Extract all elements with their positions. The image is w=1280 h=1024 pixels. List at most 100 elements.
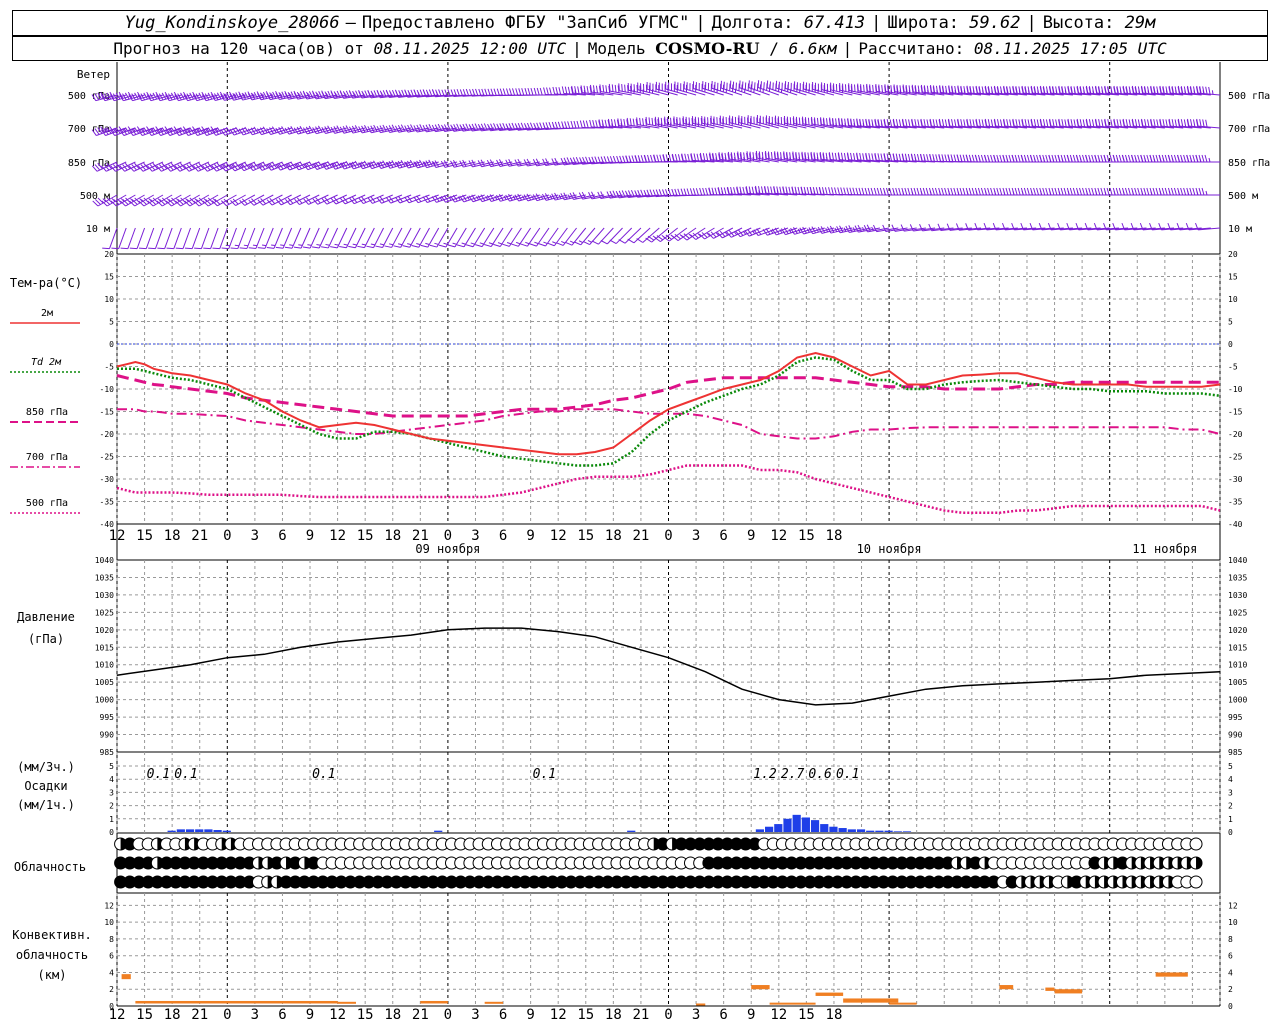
wind-barb-feather: [1042, 86, 1046, 94]
wind-barb-feather: [606, 156, 611, 164]
wind-barb-shaft: [775, 122, 798, 129]
wind-barb-feather: [272, 91, 277, 99]
wind-barb-half-feather: [834, 227, 838, 232]
wind-barb-feather: [627, 238, 635, 244]
wind-barb-feather: [637, 155, 641, 163]
wind-barb-feather: [737, 229, 744, 236]
wind-barb-feather: [386, 90, 390, 98]
wind-barb-feather: [867, 187, 871, 196]
wind-barb-feather: [1023, 154, 1027, 163]
wind-barb-shaft: [179, 161, 200, 172]
wind-barb: [673, 116, 697, 129]
wind-barb-feather: [419, 89, 424, 97]
wind-barb-feather: [1186, 187, 1190, 196]
wind-barb-feather: [230, 247, 238, 250]
wind-barb-shaft: [472, 227, 486, 247]
wind-barb-feather: [668, 154, 672, 162]
wind-barb-shaft: [693, 88, 715, 96]
wind-barb-shaft: [173, 227, 182, 249]
wind-barb-feather: [1030, 85, 1034, 94]
wind-barb-half-feather: [334, 243, 339, 246]
wind-barb-feather: [229, 93, 234, 101]
wind-barb-feather: [440, 195, 446, 203]
wind-barb-shaft: [563, 93, 586, 96]
wind-barb-feather: [189, 197, 196, 204]
wind-barb-feather: [1085, 187, 1089, 196]
wind-barb-shaft: [573, 194, 596, 200]
wind-barb-shaft: [527, 227, 541, 247]
wind-barb-feather: [404, 125, 409, 133]
wind-barb: [429, 227, 449, 248]
wind-barb-feather: [694, 118, 696, 127]
x-tick-label: 21: [632, 1007, 649, 1023]
wind-barb-feather: [483, 123, 488, 131]
wind-barb-feather: [618, 190, 623, 198]
wind-barb-half-feather: [295, 163, 299, 168]
wind-barb-feather: [1073, 86, 1076, 94]
wind-barb-feather: [589, 119, 592, 128]
wind-barb-half-feather: [187, 127, 191, 132]
wind-barb-half-feather: [407, 243, 412, 246]
wind-barb-feather: [330, 246, 338, 249]
wind-barb-feather: [450, 160, 455, 168]
wind-barb: [128, 161, 154, 172]
wind-barb: [646, 82, 669, 96]
wind-barb-shaft: [821, 124, 844, 129]
temp-y-tick: -40: [100, 520, 115, 529]
wind-barb-feather: [388, 161, 394, 168]
wind-barb-feather: [928, 187, 932, 196]
wind-barb-feather: [1018, 86, 1021, 94]
wind-barb-feather: [755, 185, 758, 194]
wind-barb-shaft: [207, 161, 228, 172]
wind-barb-shaft: [1087, 125, 1110, 129]
precip-bar: [434, 830, 443, 832]
wind-barb-feather: [146, 91, 151, 99]
wind-barb-half-feather: [178, 127, 182, 132]
wind-barb-feather: [902, 118, 905, 127]
wind-barb-shaft: [315, 94, 338, 100]
wind-barb-feather: [109, 94, 115, 101]
wind-barb-feather: [645, 237, 652, 243]
wind-barb-feather: [572, 192, 577, 200]
wind-barb-feather: [1167, 222, 1171, 231]
wind-barb-feather: [735, 230, 741, 238]
wind-barb-feather: [1088, 187, 1092, 196]
wind-barb-feather: [677, 154, 681, 162]
pressure-y-tick: 1020: [95, 626, 114, 635]
wind-barb-feather: [259, 163, 266, 170]
provider-label: Предоставлено ФГБУ "ЗапСиб УГМС": [361, 13, 690, 33]
wind-barb-feather: [517, 122, 522, 131]
wind-barb-feather: [533, 122, 537, 131]
wind-barb-feather: [974, 187, 978, 196]
wind-barb-feather: [225, 127, 231, 134]
wind-barb-feather: [816, 152, 819, 160]
wind-barb-feather: [871, 119, 874, 127]
wind-barb: [248, 194, 274, 206]
wind-barb-feather: [591, 156, 595, 164]
wind-barb-shaft: [336, 227, 348, 249]
wind-barb-feather: [489, 159, 495, 167]
wind-barb-shaft: [940, 227, 963, 232]
wind-barb-feather: [143, 92, 148, 100]
wind-barb-half-feather: [1208, 157, 1211, 163]
wind-barb-feather: [296, 197, 303, 204]
wind-barb-feather: [617, 118, 620, 126]
wind-barb-feather: [182, 126, 188, 133]
wind-barb-feather: [275, 127, 281, 135]
wind-barb: [608, 83, 632, 96]
wind-barb-feather: [954, 119, 957, 127]
wind-barb-shaft: [1133, 92, 1156, 96]
wind-barb-feather: [797, 186, 801, 195]
wind-barb-feather: [996, 119, 1000, 127]
wind-barb-feather: [1049, 85, 1052, 94]
wind-barb: [137, 161, 164, 172]
wind-barb-feather: [164, 91, 170, 99]
conv-cloud-bar: [889, 1002, 917, 1005]
wind-barb: [110, 161, 136, 172]
wind-barb-feather: [312, 92, 317, 100]
wind-barb-feather: [514, 123, 519, 131]
wind-barb-feather: [962, 154, 966, 162]
wind-barb: [475, 227, 495, 248]
wind-barb-feather: [960, 119, 963, 127]
wind-barb-feather: [257, 164, 263, 171]
